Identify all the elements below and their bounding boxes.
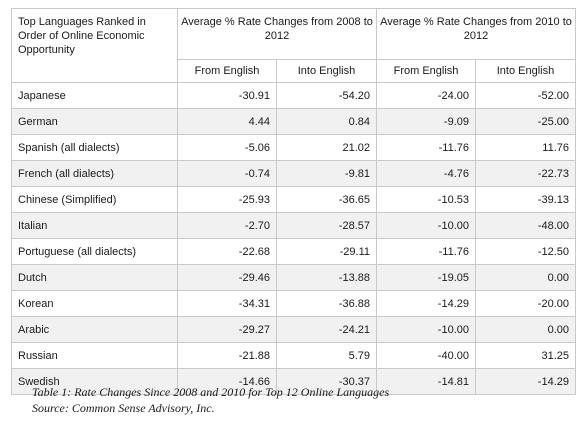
table-row: Swedish -14.66 -30.37 -14.81 -14.29 — [11, 368, 576, 395]
value-cell: -21.88 — [177, 342, 277, 369]
value-cell: -52.00 — [475, 82, 576, 109]
value-cell: -5.06 — [177, 134, 277, 161]
value-cell: -30.37 — [276, 368, 377, 395]
language-cell: Korean — [11, 290, 178, 317]
value-cell: -29.27 — [177, 316, 277, 343]
sub-header-from-english-2010: From English — [376, 59, 476, 83]
value-cell: 21.02 — [276, 134, 377, 161]
caption-source: Source: Common Sense Advisory, Inc. — [32, 401, 215, 415]
rate-changes-table: Top Languages Ranked in Order of Online … — [11, 8, 576, 395]
value-cell: -36.88 — [276, 290, 377, 317]
value-cell: 31.25 — [475, 342, 576, 369]
value-cell: -30.91 — [177, 82, 277, 109]
caption-title: Table 1: Rate Changes Since 2008 and 201… — [32, 385, 390, 399]
table-row: Portuguese (all dialects) -22.68 -29.11 -11… — [11, 238, 576, 265]
value-cell: -14.66 — [177, 368, 277, 395]
table-row: German 4.44 0.84 -9.09 -25.00 — [11, 108, 576, 135]
value-cell: -4.76 — [376, 160, 476, 187]
value-cell: -36.65 — [276, 186, 377, 213]
language-cell: Russian — [11, 342, 178, 369]
value-cell: -48.00 — [475, 212, 576, 239]
value-cell: 0.84 — [276, 108, 377, 135]
table-row: Japanese -30.91 -54.20 -24.00 -52.00 — [11, 82, 576, 109]
value-cell: -0.74 — [177, 160, 277, 187]
value-cell: -39.13 — [475, 186, 576, 213]
value-cell: 0.00 — [475, 316, 576, 343]
table-row: Arabic -29.27 -24.21 -10.00 0.00 — [11, 316, 576, 343]
value-cell: 0.00 — [475, 264, 576, 291]
table-body: Japanese -30.91 -54.20 -24.00 -52.00 German 4.… — [11, 82, 576, 395]
sub-header-into-english-2010: Into English — [475, 59, 576, 83]
value-cell: -25.93 — [177, 186, 277, 213]
language-cell: French (all dialects) — [11, 160, 178, 187]
value-cell: -34.31 — [177, 290, 277, 317]
table-row: Italian -2.70 -28.57 -10.00 -48.00 — [11, 212, 576, 239]
value-cell: -13.88 — [276, 264, 377, 291]
value-cell: -10.00 — [376, 212, 476, 239]
rate-changes-table-container: Top Languages Ranked in Order of Online … — [11, 8, 576, 395]
group-header-2008-2012: Average % Rate Changes from 2008 to 2012 — [177, 8, 377, 60]
value-cell: -29.11 — [276, 238, 377, 265]
language-cell: Japanese — [11, 82, 178, 109]
value-cell: -29.46 — [177, 264, 277, 291]
value-cell: -24.00 — [376, 82, 476, 109]
value-cell: -14.29 — [376, 290, 476, 317]
language-cell: Arabic — [11, 316, 178, 343]
value-cell: -14.29 — [475, 368, 576, 395]
table-row: French (all dialects) -0.74 -9.81 -4.76 -22.… — [11, 160, 576, 187]
language-cell: Swedish — [11, 368, 178, 395]
value-cell: -14.81 — [376, 368, 476, 395]
table-caption: Table 1: Rate Changes Since 2008 and 201… — [32, 384, 389, 416]
value-cell: -2.70 — [177, 212, 277, 239]
table-row: Russian -21.88 5.79 -40.00 31.25 — [11, 342, 576, 369]
value-cell: -24.21 — [276, 316, 377, 343]
value-cell: -54.20 — [276, 82, 377, 109]
language-cell: Spanish (all dialects) — [11, 134, 178, 161]
value-cell: -22.68 — [177, 238, 277, 265]
value-cell: -28.57 — [276, 212, 377, 239]
value-cell: 11.76 — [475, 134, 576, 161]
value-cell: -12.50 — [475, 238, 576, 265]
language-cell: Portuguese (all dialects) — [11, 238, 178, 265]
value-cell: -40.00 — [376, 342, 476, 369]
table-row: Korean -34.31 -36.88 -14.29 -20.00 — [11, 290, 576, 317]
language-cell: German — [11, 108, 178, 135]
value-cell: -9.81 — [276, 160, 377, 187]
language-cell: Dutch — [11, 264, 178, 291]
header-row-sub: From English Into English From English I… — [12, 59, 576, 83]
value-cell: -25.00 — [475, 108, 576, 135]
corner-header: Top Languages Ranked in Order of Online … — [11, 8, 178, 83]
value-cell: -20.00 — [475, 290, 576, 317]
value-cell: -10.53 — [376, 186, 476, 213]
value-cell: -10.00 — [376, 316, 476, 343]
value-cell: -11.76 — [376, 134, 476, 161]
value-cell: 5.79 — [276, 342, 377, 369]
sub-header-from-english-2008: From English — [177, 59, 277, 83]
table-row: Chinese (Simplified) -25.93 -36.65 -10.53 -3… — [11, 186, 576, 213]
value-cell: -9.09 — [376, 108, 476, 135]
value-cell: -22.73 — [475, 160, 576, 187]
value-cell: -19.05 — [376, 264, 476, 291]
value-cell: -11.76 — [376, 238, 476, 265]
sub-header-into-english-2008: Into English — [276, 59, 377, 83]
header-row-main: Top Languages Ranked in Order of Online … — [11, 8, 576, 83]
language-cell: Chinese (Simplified) — [11, 186, 178, 213]
table-row: Dutch -29.46 -13.88 -19.05 0.00 — [11, 264, 576, 291]
language-cell: Italian — [11, 212, 178, 239]
value-cell: 4.44 — [177, 108, 277, 135]
table-row: Spanish (all dialects) -5.06 21.02 -11.76 11… — [11, 134, 576, 161]
group-header-2010-2012: Average % Rate Changes from 2010 to 2012 — [376, 8, 576, 60]
